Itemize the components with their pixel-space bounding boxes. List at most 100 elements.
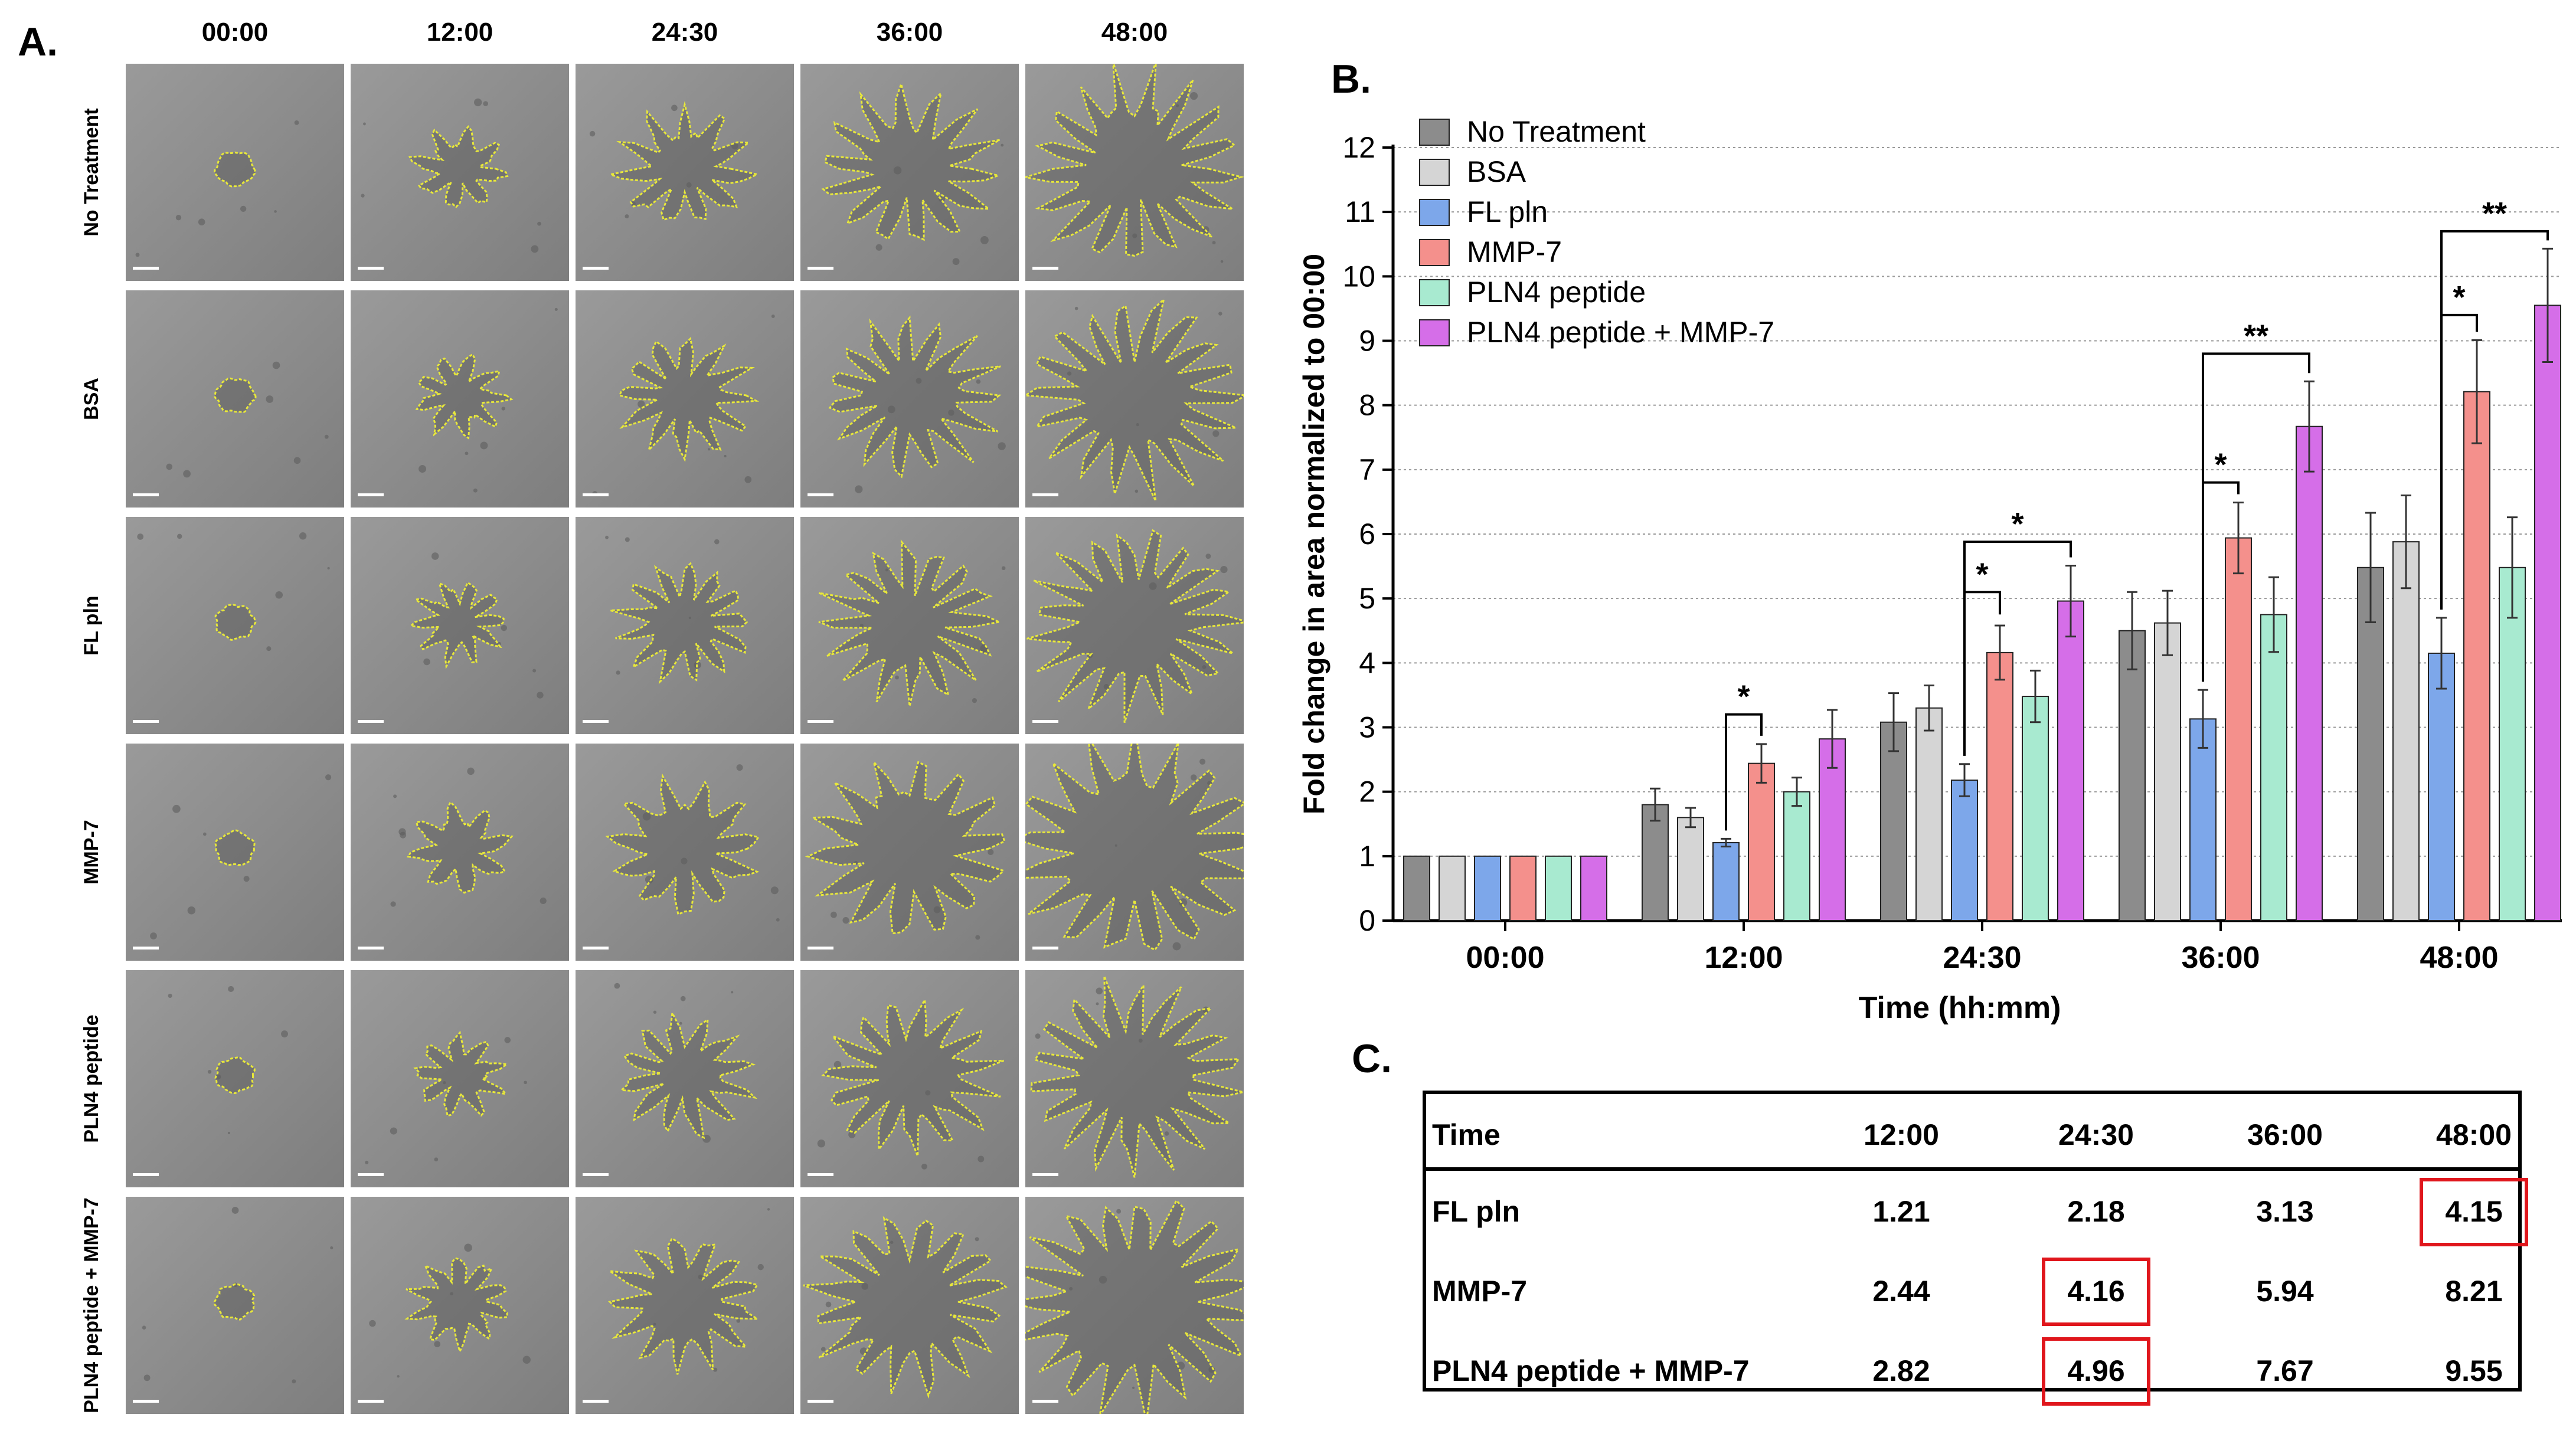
bar	[2057, 600, 2084, 921]
bar	[2189, 718, 2217, 922]
micrograph-image	[351, 970, 569, 1187]
micrograph-image	[351, 290, 569, 508]
scale-bar	[358, 267, 384, 270]
scale-bar	[133, 720, 159, 723]
table-cell: 1.21	[1872, 1195, 1930, 1228]
row-label: PLN4 peptide	[80, 1014, 103, 1143]
scale-bar	[358, 720, 384, 723]
micrograph-image	[576, 517, 794, 734]
scale-bar	[1032, 267, 1058, 270]
micrograph-tile	[1025, 744, 1244, 961]
micrograph-tile	[576, 970, 794, 1187]
micrograph-image	[1025, 744, 1244, 961]
micrograph-tile	[576, 64, 794, 281]
micrograph-image	[351, 517, 569, 734]
spheroid-outline	[404, 1257, 508, 1354]
scale-bar	[808, 1173, 833, 1176]
spheroid-outline	[805, 759, 1006, 935]
micrograph-image	[1025, 64, 1244, 281]
micrograph-tile	[800, 1197, 1019, 1414]
bar	[1951, 780, 1978, 922]
micrograph-tile	[576, 1197, 794, 1414]
scale-bar	[1032, 1400, 1058, 1403]
micrograph-tile	[126, 517, 344, 734]
legend-swatch	[1419, 239, 1450, 266]
legend-label: BSA	[1467, 155, 1526, 188]
y-tick-label: 5	[1359, 582, 1375, 615]
row-label: FL pln	[80, 595, 103, 656]
spheroid-outline	[213, 1283, 256, 1321]
micrograph-tile	[576, 517, 794, 734]
highlight-box	[2420, 1178, 2528, 1246]
micrograph-image	[126, 517, 344, 734]
micrograph-image	[1025, 970, 1244, 1187]
bar	[2392, 541, 2420, 921]
micrograph-image	[576, 290, 794, 508]
spheroid-outline	[619, 1010, 757, 1140]
micrograph-tile	[576, 744, 794, 961]
scale-bar	[583, 1173, 609, 1176]
x-tick-label: 24:30	[1943, 941, 2022, 975]
bar	[2534, 305, 2561, 921]
legend-label: PLN4 peptide + MMP-7	[1467, 316, 1774, 349]
significance-label: *	[2453, 280, 2465, 315]
table-cell: 2.18	[2067, 1195, 2125, 1228]
micrograph-tile	[1025, 1197, 1244, 1414]
y-tick-label: 9	[1359, 325, 1375, 358]
spheroid-outline	[214, 604, 257, 641]
spheroid-outline	[610, 562, 748, 685]
bar	[1915, 707, 1943, 921]
table-header: 36:00	[2247, 1118, 2323, 1151]
bar	[1509, 855, 1537, 922]
micrograph-image	[800, 970, 1019, 1187]
significance-label: **	[2482, 196, 2507, 231]
table-cell: 4.15	[2445, 1195, 2503, 1228]
column-header-1200: 12:00	[426, 18, 493, 47]
bar	[1439, 855, 1466, 922]
bar	[1677, 817, 1704, 922]
bar	[2357, 567, 2384, 921]
y-tick-label: 0	[1359, 904, 1375, 937]
spheroid-outline	[1030, 975, 1244, 1178]
micrograph-image	[1025, 1197, 1244, 1414]
spheroid-outline	[408, 581, 505, 670]
spheroid-outline	[828, 315, 1002, 479]
legend-swatch	[1419, 279, 1450, 306]
scale-bar	[808, 267, 833, 270]
table-header: 24:30	[2058, 1118, 2134, 1151]
table-header: 48:00	[2436, 1118, 2512, 1151]
bar	[1819, 738, 1846, 922]
spheroid-outline	[214, 1056, 256, 1095]
panel-a-letter: A.	[18, 19, 58, 64]
scale-bar	[133, 1400, 159, 1403]
scale-bar	[808, 720, 833, 723]
bar	[1712, 842, 1740, 921]
micrograph-image	[351, 64, 569, 281]
micrograph-tile	[126, 64, 344, 281]
y-axis-label: Fold change in area normalized to 00:00	[1299, 254, 1331, 814]
legend-label: FL pln	[1467, 195, 1548, 228]
legend-label: MMP-7	[1467, 235, 1562, 269]
legend-swatch	[1419, 319, 1450, 346]
micrograph-image	[800, 1197, 1019, 1414]
spheroid-outline	[1025, 1199, 1244, 1414]
scale-bar	[358, 947, 384, 950]
row-label: PLN4 peptide + MMP-7	[80, 1197, 103, 1413]
spheroid-outline	[1025, 744, 1244, 951]
scale-bar	[583, 1400, 609, 1403]
x-axis-label: Time (hh:mm)	[1859, 991, 2061, 1025]
significance-label: **	[2244, 318, 2268, 353]
bar	[2260, 614, 2287, 921]
scale-bar	[133, 267, 159, 270]
micrograph-tile	[351, 290, 569, 508]
micrograph-image	[351, 1197, 569, 1414]
highlight-box	[2042, 1258, 2150, 1326]
micrograph-image	[126, 64, 344, 281]
table-cell: 2.44	[1872, 1275, 1930, 1308]
significance-label: *	[2214, 447, 2227, 483]
table-header-rule	[1426, 1167, 2518, 1171]
legend-swatch	[1419, 119, 1450, 146]
micrograph-tile	[800, 517, 1019, 734]
table-cell: 5.94	[2256, 1275, 2314, 1308]
